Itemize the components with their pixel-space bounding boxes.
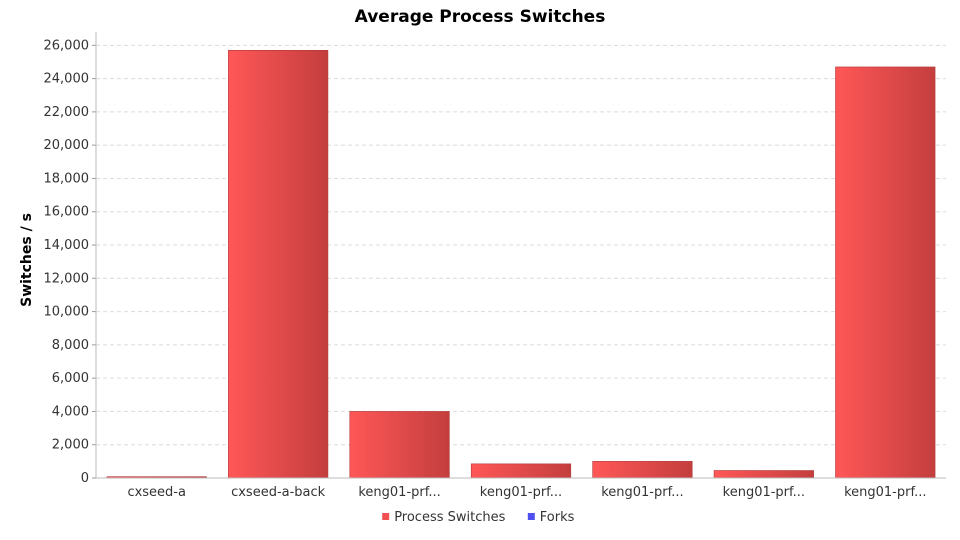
x-axis-ticks: cxseed-a cxseed-a-back keng01-prf... keng01… (127, 485, 926, 500)
x-tick-label: keng01-prf... (480, 485, 562, 500)
y-tick-label: 26,000 (44, 38, 90, 53)
legend: Process Switches Forks (382, 510, 575, 525)
y-tick-label: 6,000 (52, 371, 89, 386)
y-tick-label: 2,000 (52, 438, 89, 453)
y-tick-label: 24,000 (44, 72, 90, 87)
y-tick-label: 14,000 (44, 238, 90, 253)
y-axis-label: Switches / s (19, 213, 35, 307)
y-tick-label: 10,000 (44, 305, 90, 320)
y-tick-label: 18,000 (44, 171, 90, 186)
y-tick-label: 8,000 (52, 338, 89, 353)
y-tick-label: 16,000 (44, 205, 90, 220)
legend-swatch (382, 513, 390, 520)
bar (835, 66, 936, 479)
y-tick-label: 0 (81, 471, 89, 486)
y-tick-label: 4,000 (52, 404, 89, 419)
x-tick-label: keng01-prf... (601, 485, 683, 500)
bar (228, 50, 329, 479)
bars (106, 50, 936, 479)
grid-lines (96, 44, 946, 446)
legend-label: Process Switches (394, 510, 505, 525)
bar (349, 411, 450, 479)
bar (592, 461, 693, 479)
x-tick-label: cxseed-a-back (231, 485, 326, 500)
y-tick-label: 20,000 (44, 138, 90, 153)
x-tick-label: cxseed-a (127, 485, 186, 500)
y-tick-label: 12,000 (44, 271, 90, 286)
y-axis-ticks: 0 2,000 4,000 6,000 8,000 10,000 12,000 14,000 1… (44, 38, 96, 486)
chart-title: Average Process Switches (355, 7, 606, 27)
x-tick-label: keng01-prf... (844, 485, 926, 500)
legend-label: Forks (540, 510, 575, 525)
y-tick-label: 22,000 (44, 105, 90, 120)
x-tick-label: keng01-prf... (723, 485, 805, 500)
bar (713, 470, 814, 479)
legend-swatch (527, 513, 535, 520)
bar (470, 463, 572, 479)
x-tick-label: keng01-prf... (358, 485, 440, 500)
